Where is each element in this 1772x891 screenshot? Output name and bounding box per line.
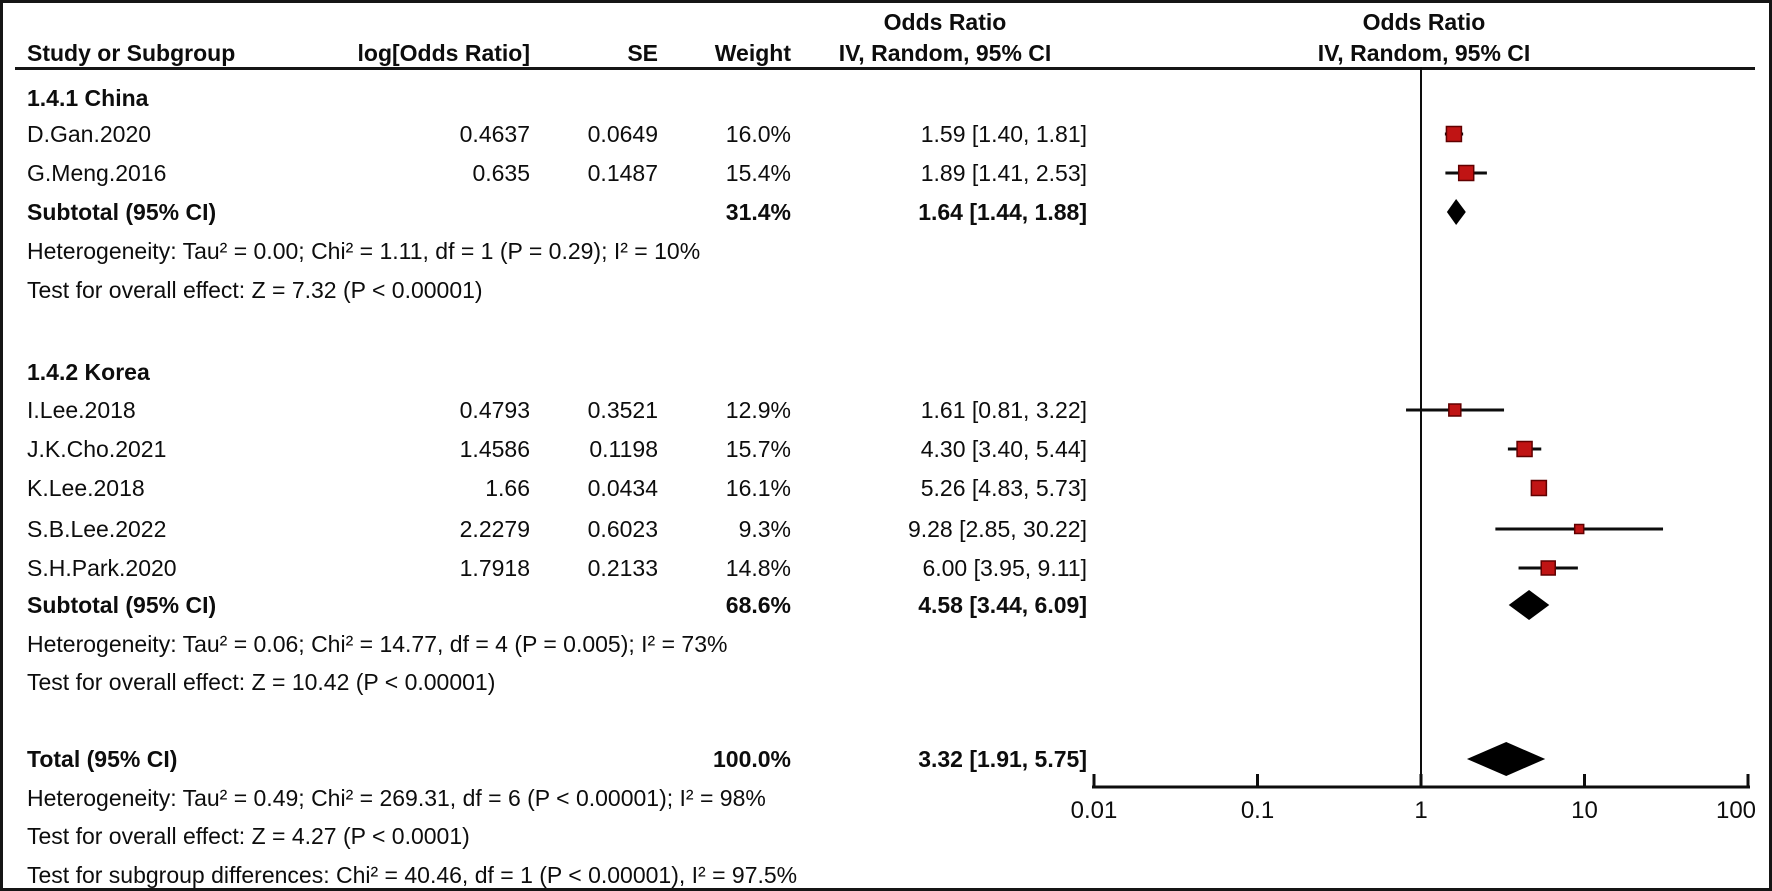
study-se: 0.1198 <box>589 436 658 462</box>
study-weight: 16.1% <box>725 475 791 501</box>
heterogeneity-text: Heterogeneity: Tau² = 0.00; Chi² = 1.11,… <box>27 238 701 264</box>
study-ci: 1.89 [1.41, 2.53] <box>920 160 1087 186</box>
study-row: D.Gan.2020 0.4637 0.0649 16.0% 1.59 [1.4… <box>3 117 1769 151</box>
subgroup-title: 1.4.1 China <box>27 85 149 111</box>
subtotal-weight: 68.6% <box>725 592 791 618</box>
study-ci: 1.59 [1.40, 1.81] <box>920 121 1087 147</box>
study-weight: 15.4% <box>725 160 791 186</box>
odds-ratio-title-text-column: Odds Ratio <box>883 9 1007 35</box>
study-name: K.Lee.2018 <box>27 475 145 501</box>
study-log-or: 1.66 <box>485 475 530 501</box>
study-ci: 6.00 [3.95, 9.11] <box>922 555 1087 581</box>
study-se: 0.0434 <box>587 475 658 501</box>
study-log-or: 1.7918 <box>459 555 530 581</box>
subtotal-row-korea: Subtotal (95% CI) 68.6% 4.58 [3.44, 6.09… <box>3 588 1769 622</box>
overall-effect-line-korea: Test for overall effect: Z = 10.42 (P < … <box>3 665 1769 699</box>
column-header-ci-plot: IV, Random, 95% CI <box>1317 40 1531 66</box>
study-row: I.Lee.2018 0.4793 0.3521 12.9% 1.61 [0.8… <box>3 393 1769 427</box>
total-ci: 3.32 [1.91, 5.75] <box>918 746 1087 772</box>
study-row: S.B.Lee.2022 2.2279 0.6023 9.3% 9.28 [2.… <box>3 512 1769 546</box>
subgroup-difference-text: Test for subgroup differences: Chi² = 40… <box>27 862 798 888</box>
study-name: D.Gan.2020 <box>27 121 152 147</box>
total-label: Total (95% CI) <box>27 746 178 772</box>
odds-ratio-title-plot-column: Odds Ratio <box>1362 9 1486 35</box>
header-row-1: Odds Ratio Odds Ratio <box>3 5 1769 39</box>
subtotal-weight: 31.4% <box>725 199 791 225</box>
study-weight: 15.7% <box>725 436 791 462</box>
overall-effect-line-total: Test for overall effect: Z = 4.27 (P < 0… <box>3 819 1769 853</box>
study-log-or: 0.635 <box>472 160 530 186</box>
subtotal-ci: 4.58 [3.44, 6.09] <box>918 592 1087 618</box>
total-weight: 100.0% <box>712 746 791 772</box>
study-name: I.Lee.2018 <box>27 397 136 423</box>
study-name: S.H.Park.2020 <box>27 555 177 581</box>
study-ci: 1.61 [0.81, 3.22] <box>920 397 1087 423</box>
heterogeneity-text: Heterogeneity: Tau² = 0.06; Chi² = 14.77… <box>27 631 728 657</box>
subgroup-title: 1.4.2 Korea <box>27 359 150 385</box>
column-header-study: Study or Subgroup <box>27 40 236 66</box>
study-ci: 5.26 [4.83, 5.73] <box>920 475 1087 501</box>
heterogeneity-line-korea: Heterogeneity: Tau² = 0.06; Chi² = 14.77… <box>3 627 1769 661</box>
column-header-log-odds-ratio: log[Odds Ratio] <box>357 40 530 66</box>
column-header-weight: Weight <box>714 40 791 66</box>
study-weight: 16.0% <box>725 121 791 147</box>
overall-effect-line-china: Test for overall effect: Z = 7.32 (P < 0… <box>3 273 1769 307</box>
study-ci: 4.30 [3.40, 5.44] <box>920 436 1087 462</box>
study-se: 0.6023 <box>587 516 658 542</box>
study-log-or: 0.4793 <box>459 397 530 423</box>
study-se: 0.3521 <box>587 397 658 423</box>
header-row-2: Study or Subgroup log[Odds Ratio] SE Wei… <box>3 36 1769 70</box>
heterogeneity-line-total: Heterogeneity: Tau² = 0.49; Chi² = 269.3… <box>3 781 1769 815</box>
study-se: 0.1487 <box>587 160 658 186</box>
study-weight: 14.8% <box>725 555 791 581</box>
study-row: S.H.Park.2020 1.7918 0.2133 14.8% 6.00 [… <box>3 551 1769 585</box>
header-underline <box>15 67 1755 70</box>
subtotal-ci: 1.64 [1.44, 1.88] <box>918 199 1087 225</box>
column-header-se: SE <box>627 40 658 66</box>
overall-effect-text: Test for overall effect: Z = 10.42 (P < … <box>27 669 496 695</box>
study-name: G.Meng.2016 <box>27 160 167 186</box>
study-weight: 9.3% <box>738 516 791 542</box>
study-log-or: 0.4637 <box>459 121 530 147</box>
subtotal-row-china: Subtotal (95% CI) 31.4% 1.64 [1.44, 1.88… <box>3 195 1769 229</box>
study-row: J.K.Cho.2021 1.4586 0.1198 15.7% 4.30 [3… <box>3 432 1769 466</box>
study-name: J.K.Cho.2021 <box>27 436 167 462</box>
study-se: 0.0649 <box>587 121 658 147</box>
study-row: G.Meng.2016 0.635 0.1487 15.4% 1.89 [1.4… <box>3 156 1769 190</box>
subtotal-label: Subtotal (95% CI) <box>27 592 217 618</box>
heterogeneity-line-china: Heterogeneity: Tau² = 0.00; Chi² = 1.11,… <box>3 234 1769 268</box>
study-log-or: 1.4586 <box>459 436 530 462</box>
heterogeneity-text: Heterogeneity: Tau² = 0.49; Chi² = 269.3… <box>27 785 766 811</box>
subgroup-difference-line: Test for subgroup differences: Chi² = 40… <box>3 858 1769 888</box>
study-se: 0.2133 <box>587 555 658 581</box>
study-weight: 12.9% <box>725 397 791 423</box>
overall-effect-text: Test for overall effect: Z = 7.32 (P < 0… <box>27 277 483 303</box>
subgroup-header-korea: 1.4.2 Korea <box>3 355 1769 389</box>
study-name: S.B.Lee.2022 <box>27 516 167 542</box>
total-row: Total (95% CI) 100.0% 3.32 [1.91, 5.75] <box>3 742 1769 776</box>
study-row: K.Lee.2018 1.66 0.0434 16.1% 5.26 [4.83,… <box>3 471 1769 505</box>
column-header-ci: IV, Random, 95% CI <box>838 40 1052 66</box>
subtotal-label: Subtotal (95% CI) <box>27 199 217 225</box>
study-ci: 9.28 [2.85, 30.22] <box>907 516 1087 542</box>
overall-effect-text: Test for overall effect: Z = 4.27 (P < 0… <box>27 823 470 849</box>
subgroup-header-china: 1.4.1 China <box>3 81 1769 115</box>
study-log-or: 2.2279 <box>459 516 530 542</box>
